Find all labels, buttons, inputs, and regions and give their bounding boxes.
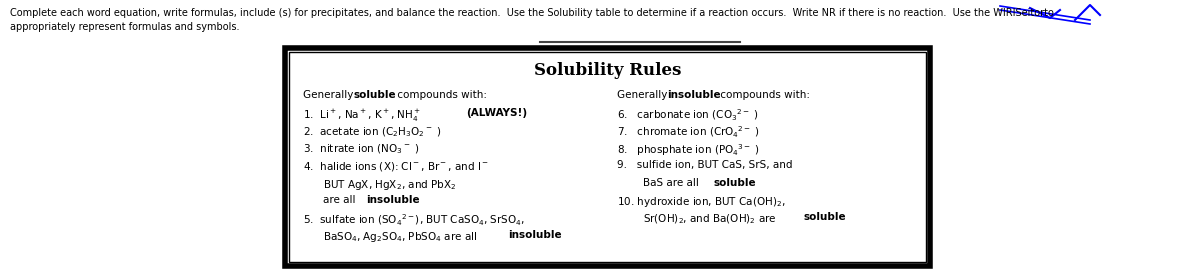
Text: compounds with:: compounds with: — [394, 90, 487, 100]
Text: 9.   sulfide ion, BUT CaS, SrS, and: 9. sulfide ion, BUT CaS, SrS, and — [617, 160, 792, 170]
Text: 3.  nitrate ion (NO$_3$$^-$ ): 3. nitrate ion (NO$_3$$^-$ ) — [302, 142, 419, 156]
Text: Complete each word equation, write formulas, include (s) for precipitates, and b: Complete each word equation, write formu… — [10, 8, 1054, 18]
Text: insoluble: insoluble — [667, 90, 721, 100]
Text: soluble: soluble — [714, 177, 757, 188]
Text: BUT AgX, HgX$_2$, and PbX$_2$: BUT AgX, HgX$_2$, and PbX$_2$ — [323, 177, 456, 191]
Text: Generally: Generally — [617, 90, 671, 100]
Text: insoluble: insoluble — [508, 230, 562, 240]
Text: 10. hydroxide ion, BUT Ca(OH)$_2$,: 10. hydroxide ion, BUT Ca(OH)$_2$, — [617, 195, 786, 209]
Text: (ALWAYS!): (ALWAYS!) — [466, 108, 527, 117]
Text: soluble: soluble — [804, 213, 847, 222]
Text: Sr(OH)$_2$, and Ba(OH)$_2$ are: Sr(OH)$_2$, and Ba(OH)$_2$ are — [643, 213, 778, 226]
Text: soluble: soluble — [353, 90, 396, 100]
Text: Solubility Rules: Solubility Rules — [534, 62, 682, 79]
Text: insoluble: insoluble — [366, 195, 420, 205]
FancyBboxPatch shape — [286, 48, 930, 266]
Text: BaSO$_4$, Ag$_2$SO$_4$, PbSO$_4$ are all: BaSO$_4$, Ag$_2$SO$_4$, PbSO$_4$ are all — [323, 230, 479, 244]
Text: 8.   phosphate ion (PO$_4$$^{3-}$ ): 8. phosphate ion (PO$_4$$^{3-}$ ) — [617, 142, 760, 158]
Text: 2.  acetate ion (C$_2$H$_3$O$_2$$^-$ ): 2. acetate ion (C$_2$H$_3$O$_2$$^-$ ) — [302, 125, 442, 139]
Text: are all: are all — [323, 195, 359, 205]
Text: compounds with:: compounds with: — [718, 90, 810, 100]
Text: appropriately represent formulas and symbols.: appropriately represent formulas and sym… — [10, 22, 240, 32]
Text: 4.  halide ions (X): Cl$^-$, Br$^-$, and I$^-$: 4. halide ions (X): Cl$^-$, Br$^-$, and … — [302, 160, 488, 173]
Text: Generally: Generally — [302, 90, 356, 100]
Text: 7.   chromate ion (CrO$_4$$^{2-}$ ): 7. chromate ion (CrO$_4$$^{2-}$ ) — [617, 125, 760, 141]
Text: BaS are all: BaS are all — [643, 177, 702, 188]
Text: 5.  sulfate ion (SO$_4$$^{2-}$), BUT CaSO$_4$, SrSO$_4$,: 5. sulfate ion (SO$_4$$^{2-}$), BUT CaSO… — [302, 213, 524, 228]
Text: 1.  Li$^+$, Na$^+$, K$^+$, NH$_4^+$: 1. Li$^+$, Na$^+$, K$^+$, NH$_4^+$ — [302, 108, 427, 123]
Text: 6.   carbonate ion (CO$_3$$^{2-}$ ): 6. carbonate ion (CO$_3$$^{2-}$ ) — [617, 108, 758, 123]
FancyBboxPatch shape — [289, 52, 926, 262]
